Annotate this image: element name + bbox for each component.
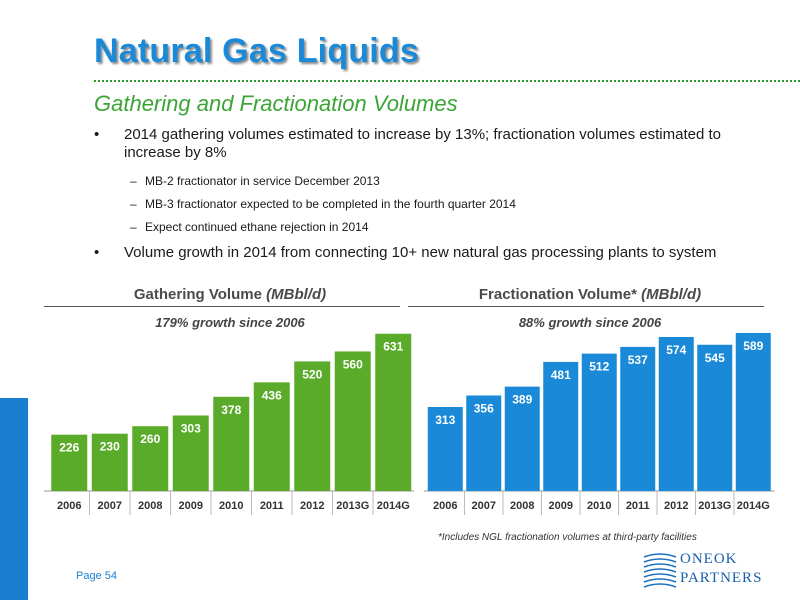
data-label-2012: 520 — [302, 367, 322, 381]
tick-label-2012: 2012 — [664, 500, 688, 512]
data-label-2011: 436 — [262, 388, 282, 402]
page-subtitle: Gathering and Fractionation Volumes — [94, 91, 458, 116]
left-accent-bar — [0, 398, 28, 600]
fractionation-chart-title: Fractionation Volume* (MBbl/d) — [420, 286, 760, 303]
fractionation-chart-unit: (MBbl/d) — [641, 286, 702, 303]
bar-2007 — [466, 395, 502, 491]
data-label-2009: 303 — [181, 421, 201, 435]
data-label-2010: 512 — [589, 360, 609, 374]
tick-label-2010: 2010 — [219, 500, 243, 512]
bar-2008 — [504, 386, 540, 491]
tick-label-2013G: 2013G — [698, 500, 731, 512]
sub-bullet-text: Expect continued ethane rejection in 201… — [145, 220, 369, 234]
title-divider — [94, 80, 800, 82]
gathering-growth-label: 179% growth since 2006 — [155, 315, 305, 330]
tick-label-2012: 2012 — [300, 500, 324, 512]
gathering-chart-title-text: Gathering Volume — [133, 286, 262, 303]
data-label-2006: 226 — [59, 441, 79, 455]
tick-label-2006: 2006 — [57, 500, 81, 512]
sub-bullet-item: – Expect continued ethane rejection in 2… — [92, 220, 772, 235]
data-label-2013G: 560 — [343, 357, 363, 371]
bullet-text: 2014 gathering volumes estimated to incr… — [124, 126, 721, 161]
bar-2010 — [581, 353, 617, 491]
tick-label-2013G: 2013G — [336, 500, 369, 512]
tick-label-2007: 2007 — [98, 500, 122, 512]
bullet-item: • Volume growth in 2014 from connecting … — [92, 244, 772, 262]
tick-label-2011: 2011 — [626, 500, 650, 512]
data-label-2012: 574 — [666, 343, 686, 357]
fractionation-chart-title-rule — [408, 306, 764, 307]
fractionation-chart-title-text: Fractionation Volume* — [478, 286, 637, 303]
sub-bullet-text: MB-3 fractionator expected to be complet… — [145, 197, 516, 211]
gathering-chart-title-rule — [44, 306, 400, 307]
bar-2007 — [91, 433, 128, 491]
bar-2006 — [51, 434, 88, 491]
bar-2009 — [543, 361, 579, 491]
footnote: *Includes NGL fractionation volumes at t… — [438, 532, 697, 543]
logo-text-oneok: ONEOK — [680, 551, 738, 567]
page-number: Page 54 — [76, 570, 117, 582]
data-label-2007: 230 — [100, 440, 120, 454]
tick-label-2009: 2009 — [179, 500, 203, 512]
bullet-list: • 2014 gathering volumes estimated to in… — [92, 126, 772, 262]
bar-2010 — [213, 396, 250, 491]
dash-marker: – — [130, 197, 137, 211]
data-label-2006: 313 — [435, 413, 455, 427]
dash-marker: – — [130, 174, 137, 188]
bar-2009 — [172, 415, 209, 491]
data-label-2014G: 589 — [743, 339, 763, 353]
bullet-marker: • — [94, 244, 100, 261]
data-label-2011: 537 — [628, 353, 648, 367]
data-label-2008: 389 — [512, 393, 532, 407]
bullet-marker: • — [94, 126, 100, 143]
bar-2012 — [658, 336, 694, 491]
page-title: Natural Gas Liquids — [94, 32, 419, 70]
data-label-2013G: 545 — [705, 351, 725, 365]
data-label-2007: 356 — [474, 401, 494, 415]
data-label-2009: 481 — [551, 368, 571, 382]
bar-2011 — [253, 382, 290, 491]
fractionation-volume-chart: 313 2006 356 2007 389 2008 481 2009 512 2010 537 20… — [424, 332, 775, 515]
bar-2011 — [620, 346, 656, 491]
gathering-chart-unit: (MBbl/d) — [266, 286, 327, 303]
bar-2013G — [697, 344, 733, 491]
bar-2006 — [427, 407, 463, 491]
tick-label-2010: 2010 — [587, 500, 611, 512]
oneok-logo-icon — [643, 553, 677, 588]
tick-label-2008: 2008 — [510, 500, 534, 512]
tick-label-2011: 2011 — [260, 500, 284, 512]
bar-2012 — [294, 361, 331, 491]
tick-label-2009: 2009 — [549, 500, 573, 512]
bar-2008 — [132, 426, 169, 491]
data-label-2010: 378 — [221, 403, 241, 417]
bar-2014G — [735, 332, 771, 491]
bar-2014G — [375, 333, 412, 491]
tick-label-2014G: 2014G — [377, 500, 410, 512]
fractionation-growth-label: 88% growth since 2006 — [518, 315, 662, 330]
bullet-text: Volume growth in 2014 from connecting 10… — [124, 244, 717, 261]
sub-bullet-item: – MB-2 fractionator in service December … — [92, 174, 772, 189]
bullet-item: • 2014 gathering volumes estimated to in… — [92, 126, 772, 162]
sub-bullet-text: MB-2 fractionator in service December 20… — [145, 174, 380, 188]
gathering-volume-chart: 226 2006 230 2007 260 2008 303 2009 378 2010 436 20… — [44, 333, 414, 515]
gathering-chart-title: Gathering Volume (MBbl/d) — [60, 286, 400, 303]
data-label-2014G: 631 — [383, 340, 403, 354]
dash-marker: – — [130, 220, 137, 234]
tick-label-2008: 2008 — [138, 500, 162, 512]
logo-text-partners: PARTNERS — [680, 570, 763, 586]
tick-label-2014G: 2014G — [737, 500, 770, 512]
data-label-2008: 260 — [140, 432, 160, 446]
sub-bullet-item: – MB-3 fractionator expected to be compl… — [92, 197, 772, 212]
tick-label-2007: 2007 — [472, 500, 496, 512]
bar-2013G — [334, 351, 371, 491]
tick-label-2006: 2006 — [433, 500, 457, 512]
